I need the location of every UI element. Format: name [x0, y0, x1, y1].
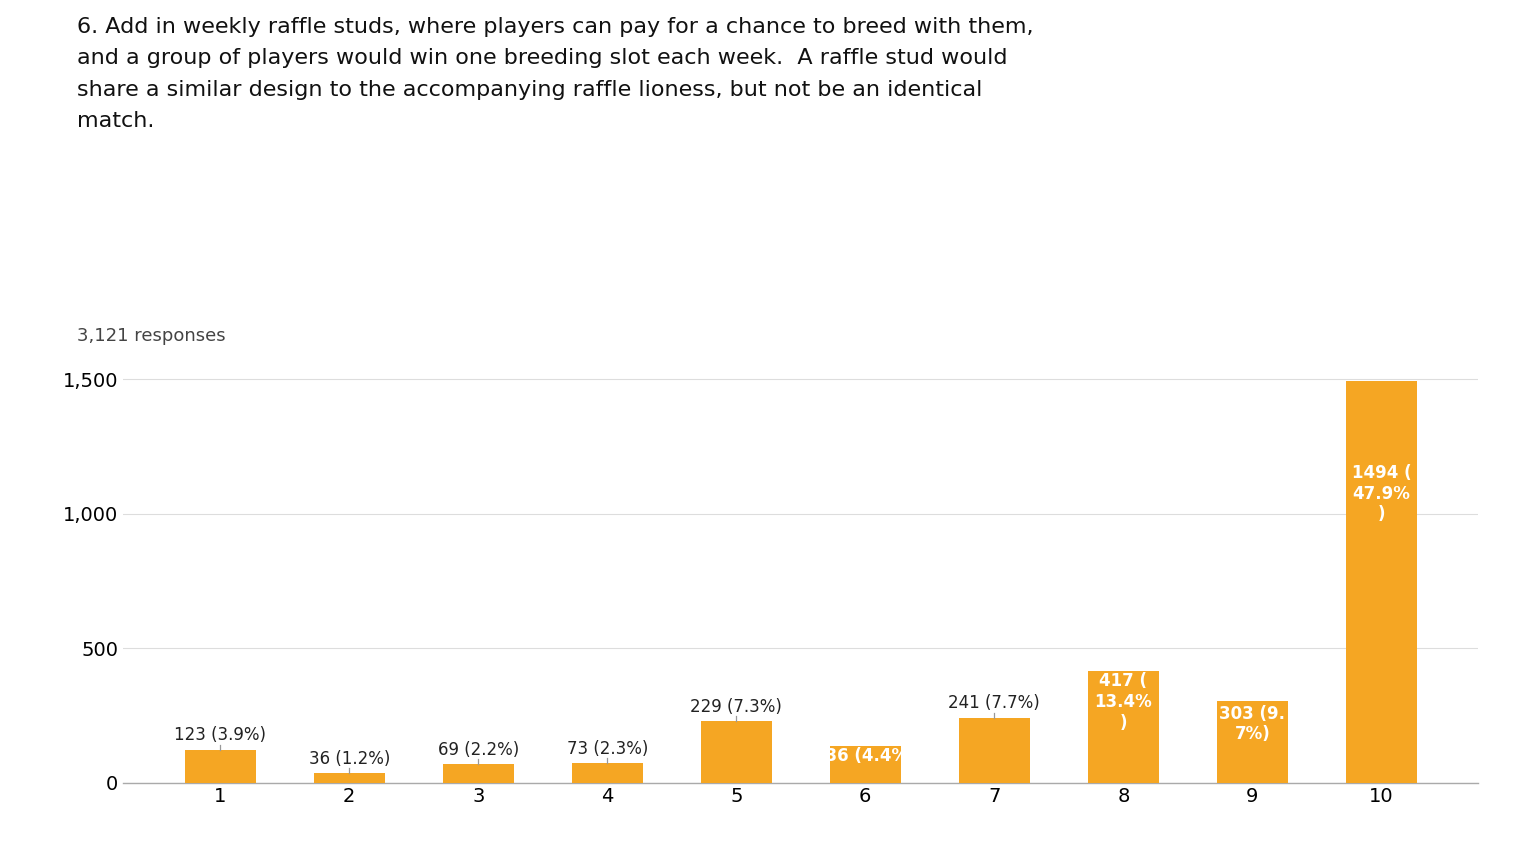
- Text: 6. Add in weekly raffle studs, where players can pay for a chance to breed with : 6. Add in weekly raffle studs, where pla…: [77, 17, 1033, 131]
- Bar: [1087, 671, 1158, 783]
- Bar: [1346, 381, 1417, 783]
- Bar: [314, 773, 385, 783]
- Text: 1494 (
47.9%
): 1494 ( 47.9% ): [1352, 464, 1411, 524]
- Text: 69 (2.2%): 69 (2.2%): [437, 740, 519, 759]
- Text: 36 (1.2%): 36 (1.2%): [308, 750, 390, 768]
- Text: 417 (
13.4%
): 417 ( 13.4% ): [1095, 673, 1152, 732]
- Bar: [444, 764, 514, 783]
- Bar: [1217, 701, 1287, 783]
- Bar: [185, 750, 256, 783]
- Text: 229 (7.3%): 229 (7.3%): [690, 697, 782, 716]
- Bar: [701, 721, 772, 783]
- Text: 123 (3.9%): 123 (3.9%): [174, 726, 266, 744]
- Bar: [959, 718, 1030, 783]
- Text: 73 (2.3%): 73 (2.3%): [567, 740, 648, 758]
- Text: 3,121 responses: 3,121 responses: [77, 327, 226, 345]
- Bar: [830, 746, 901, 783]
- Text: 303 (9.
7%): 303 (9. 7%): [1220, 704, 1286, 743]
- Text: 241 (7.7%): 241 (7.7%): [949, 695, 1040, 712]
- Text: 136 (4.4%): 136 (4.4%): [815, 747, 916, 765]
- Bar: [571, 763, 642, 783]
